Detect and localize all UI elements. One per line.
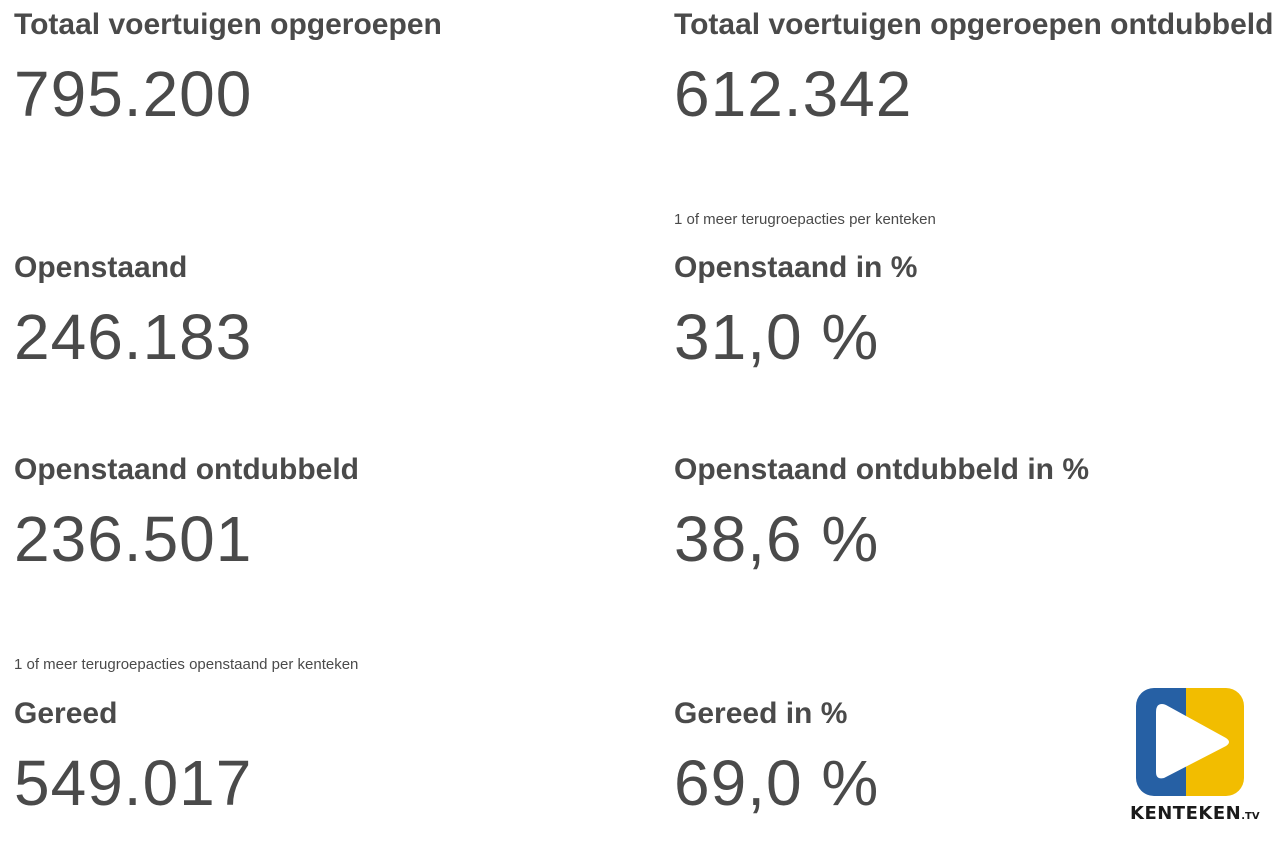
logo-name: KENTEKEN xyxy=(1130,803,1242,824)
kenteken-tv-logo: KENTEKEN.TV xyxy=(1128,688,1260,828)
stat-value: 612.342 xyxy=(674,58,913,130)
play-icon xyxy=(1136,688,1244,796)
stat-title: Totaal voertuigen opgeroepen ontdubbeld xyxy=(674,8,1274,41)
stat-title: Openstaand xyxy=(14,251,188,284)
stat-title: Totaal voertuigen opgeroepen xyxy=(14,8,442,41)
ontdubbeld-note: 1 of meer terugroepacties per kenteken xyxy=(674,211,936,228)
logo-wordmark: KENTEKEN.TV xyxy=(1130,805,1260,823)
stat-title: Openstaand ontdubbeld in % xyxy=(674,453,1089,486)
stat-value: 236.501 xyxy=(14,503,253,575)
logo-suffix: .TV xyxy=(1241,811,1260,822)
openstaand-note: 1 of meer terugroepacties openstaand per… xyxy=(14,656,359,673)
stat-value: 795.200 xyxy=(14,58,253,130)
stat-title: Gereed in % xyxy=(674,697,848,730)
stat-value: 549.017 xyxy=(14,747,253,819)
stat-title: Gereed xyxy=(14,697,118,730)
stat-title: Openstaand in % xyxy=(674,251,918,284)
stat-value: 38,6 % xyxy=(674,503,880,575)
stat-value: 246.183 xyxy=(14,301,253,373)
stat-value: 31,0 % xyxy=(674,301,880,373)
stat-value: 69,0 % xyxy=(674,747,880,819)
stat-title: Openstaand ontdubbeld xyxy=(14,453,359,486)
